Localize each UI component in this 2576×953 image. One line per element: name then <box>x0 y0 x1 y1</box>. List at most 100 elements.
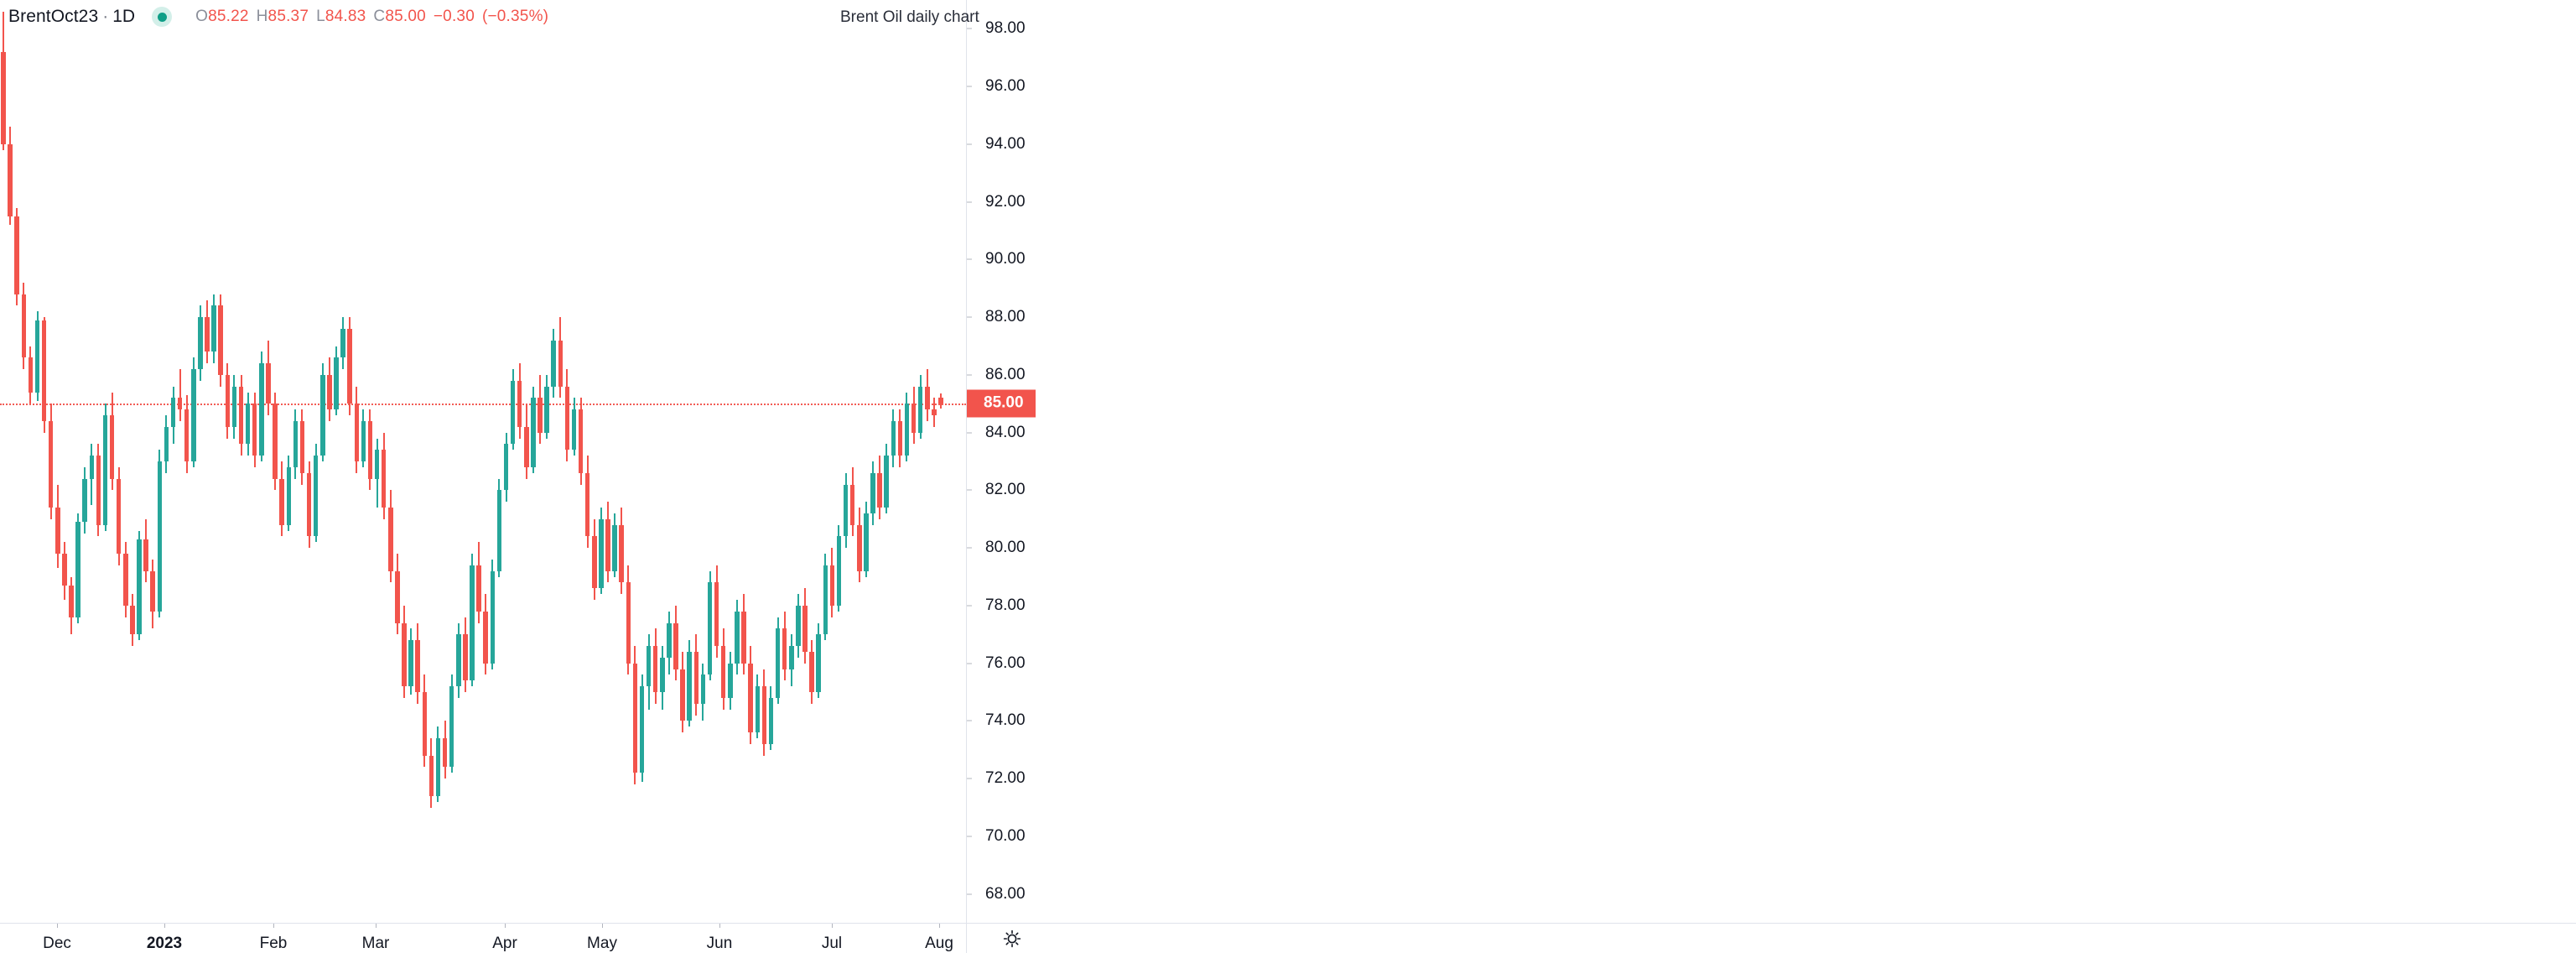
candle-body <box>578 409 584 473</box>
time-axis-label: Jun <box>706 935 733 952</box>
axis-corner-separator <box>966 923 967 953</box>
candlestick <box>299 0 305 923</box>
candlestick <box>877 0 882 923</box>
candlestick <box>143 0 148 923</box>
candle-body <box>354 404 360 461</box>
candle-body <box>503 444 509 491</box>
candle-body <box>395 570 400 623</box>
candlestick <box>524 0 529 923</box>
price-axis[interactable]: 98.00 96.00 94.00 92.00 90.00 88.00 86.00 84.00… <box>966 0 2576 923</box>
chart-settings-icon[interactable] <box>1003 930 1021 948</box>
candle-body <box>768 697 774 744</box>
candle-body <box>313 456 319 537</box>
candlestick <box>667 0 672 923</box>
candle-body <box>361 420 366 461</box>
ohlc-values: O85.22 H85.37 L84.83 C85.00 −0.30 (−0.35%) <box>195 8 548 26</box>
time-axis[interactable]: Dec 2023 Feb Mar Apr May Jun Jul Aug <box>0 923 2576 953</box>
candlestick <box>728 0 733 923</box>
candle-body <box>123 554 128 606</box>
candle-body <box>231 386 237 427</box>
time-axis-label: Aug <box>925 935 953 952</box>
candlestick <box>584 0 590 923</box>
candlestick <box>884 0 889 923</box>
candle-body <box>252 404 257 456</box>
candlestick <box>252 0 257 923</box>
candlestick <box>626 0 631 923</box>
candle-body <box>286 466 291 525</box>
time-axis-label: Feb <box>259 935 288 952</box>
open-key: O <box>195 8 209 25</box>
candle-body <box>170 398 176 427</box>
candlestick <box>843 0 849 923</box>
candle-body <box>870 472 875 513</box>
candle-body <box>816 634 821 692</box>
candlestick <box>8 0 13 923</box>
candlestick <box>191 0 196 923</box>
candle-body <box>449 686 454 768</box>
candle-body <box>463 634 468 681</box>
candle-body <box>517 380 522 427</box>
legend-separator: · <box>102 7 109 26</box>
candle-body <box>932 409 937 415</box>
candle-body <box>205 317 210 352</box>
candlestick <box>116 0 122 923</box>
candle-body <box>599 518 604 589</box>
candle-body <box>660 657 665 692</box>
candlestick <box>170 0 176 923</box>
candlestick <box>714 0 719 923</box>
candlestick <box>911 0 917 923</box>
candlestick <box>41 0 47 923</box>
candlestick <box>660 0 665 923</box>
low-key: L <box>316 8 325 25</box>
price-axis-label: 92.00 <box>985 192 1026 211</box>
candlestick <box>619 0 624 923</box>
candlestick <box>503 0 509 923</box>
interval-label[interactable]: 1D <box>112 7 136 26</box>
candlestick <box>225 0 231 923</box>
chart-legend: BrentOct23 · 1D O85.22 H85.37 L84.83 C85.00… <box>8 7 548 27</box>
candlestick <box>836 0 842 923</box>
candlestick <box>870 0 875 923</box>
current-price-tag: 85.00 <box>967 389 1036 418</box>
symbol-title[interactable]: BrentOct23 <box>8 7 99 26</box>
candlestick <box>130 0 135 923</box>
candlestick <box>632 0 638 923</box>
candlestick <box>612 0 617 923</box>
candlestick <box>442 0 448 923</box>
candle-body <box>470 565 475 681</box>
candlestick <box>334 0 339 923</box>
candle-body <box>69 585 74 617</box>
candlestick <box>687 0 692 923</box>
candle-body <box>639 686 645 773</box>
time-axis-tick <box>939 924 940 928</box>
candlestick <box>137 0 142 923</box>
candle-body <box>442 738 448 768</box>
candle-body <box>109 415 115 479</box>
chart-plot-area[interactable] <box>0 0 966 923</box>
candlestick <box>849 0 855 923</box>
candlestick <box>775 0 781 923</box>
candlestick <box>327 0 332 923</box>
candle-body <box>680 669 685 721</box>
candle-body <box>137 539 142 635</box>
candle-body <box>891 420 896 456</box>
candle-body <box>775 628 781 698</box>
candle-body <box>279 478 284 525</box>
candlestick <box>157 0 163 923</box>
candle-wick <box>179 369 181 421</box>
candle-body <box>245 404 251 445</box>
close-key: C <box>373 8 386 25</box>
candle-body <box>48 420 54 508</box>
candle-body <box>238 386 244 445</box>
price-axis-label: 74.00 <box>985 711 1026 730</box>
candlestick <box>551 0 556 923</box>
candle-body <box>673 622 678 669</box>
time-axis-tick <box>376 924 377 928</box>
time-axis-tick <box>719 924 720 928</box>
candle-body <box>626 582 631 664</box>
time-axis-label: May <box>587 935 617 952</box>
candlestick <box>367 0 373 923</box>
price-axis-label: 86.00 <box>985 365 1026 383</box>
candlestick <box>266 0 271 923</box>
price-axis-label: 72.00 <box>985 769 1026 788</box>
